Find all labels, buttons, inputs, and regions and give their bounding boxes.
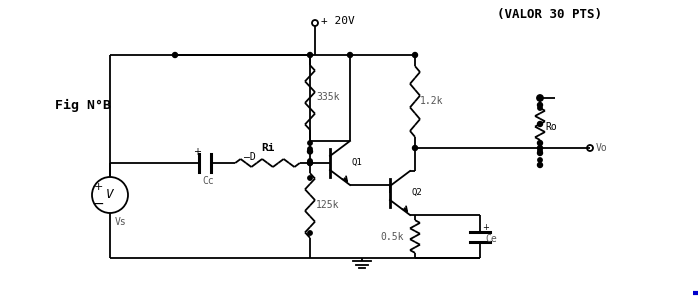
- Text: 1.2k: 1.2k: [420, 96, 444, 106]
- Circle shape: [172, 52, 178, 58]
- Circle shape: [307, 52, 312, 58]
- Text: (VALOR 30 PTS): (VALOR 30 PTS): [497, 8, 602, 21]
- Circle shape: [538, 145, 542, 151]
- Text: +: +: [482, 223, 489, 232]
- Circle shape: [538, 122, 542, 126]
- Circle shape: [538, 149, 542, 153]
- Text: V: V: [106, 188, 113, 201]
- Text: + 20V: + 20V: [321, 16, 355, 26]
- Circle shape: [308, 147, 312, 151]
- Text: —D: —D: [244, 152, 256, 162]
- Text: Vs: Vs: [115, 217, 127, 227]
- Circle shape: [538, 96, 542, 100]
- Text: 0.5k: 0.5k: [380, 231, 403, 241]
- Circle shape: [308, 141, 312, 145]
- Text: Vo: Vo: [596, 143, 608, 153]
- Text: Ce: Ce: [485, 234, 497, 244]
- Text: Fig N°B: Fig N°B: [55, 98, 111, 112]
- Text: Ri: Ri: [260, 143, 274, 153]
- Text: +: +: [93, 182, 103, 192]
- Text: Ro: Ro: [545, 122, 557, 132]
- Text: Q2: Q2: [412, 188, 423, 197]
- Circle shape: [412, 52, 417, 58]
- Text: 335k: 335k: [316, 92, 340, 102]
- Circle shape: [308, 159, 312, 163]
- Circle shape: [538, 106, 542, 110]
- Circle shape: [538, 141, 542, 145]
- Circle shape: [538, 151, 542, 155]
- Circle shape: [347, 52, 353, 58]
- Text: 125k: 125k: [316, 201, 340, 211]
- Circle shape: [307, 149, 312, 154]
- Text: −: −: [92, 197, 104, 211]
- Circle shape: [308, 176, 312, 180]
- Circle shape: [538, 102, 542, 108]
- Circle shape: [538, 158, 542, 162]
- Text: +: +: [193, 147, 201, 157]
- Circle shape: [308, 231, 312, 235]
- Circle shape: [412, 145, 417, 151]
- Text: Q1: Q1: [352, 158, 363, 167]
- Circle shape: [538, 162, 542, 168]
- Circle shape: [308, 161, 312, 165]
- Text: Cc: Cc: [202, 176, 214, 186]
- Circle shape: [307, 161, 312, 165]
